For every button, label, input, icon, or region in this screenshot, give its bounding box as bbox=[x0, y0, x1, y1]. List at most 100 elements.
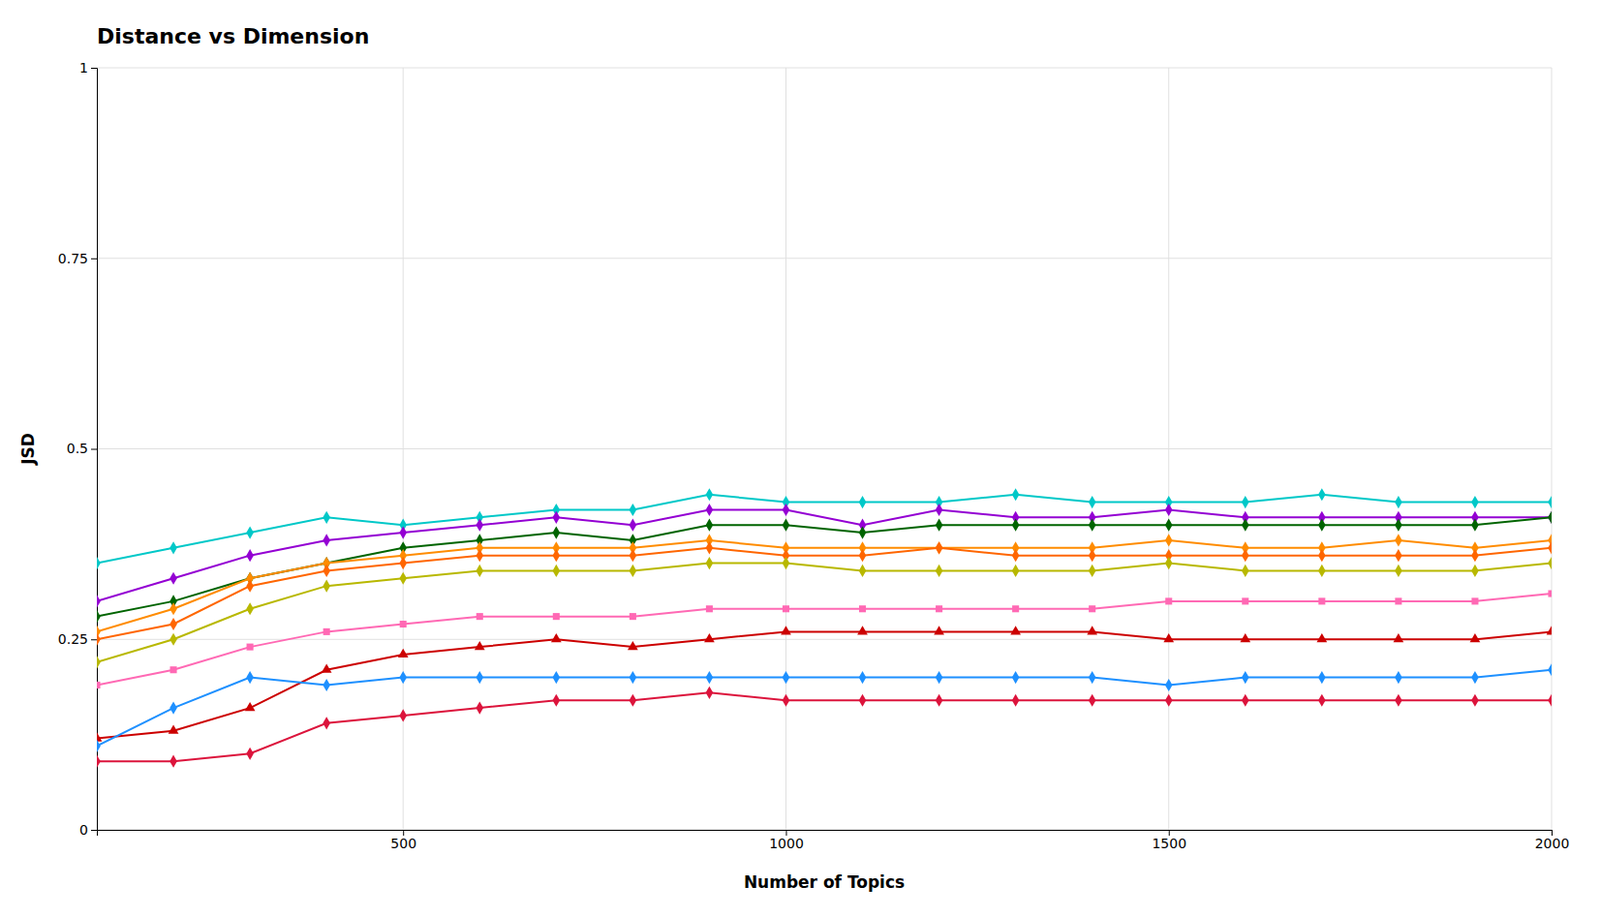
tick-mark bbox=[91, 639, 97, 641]
series bbox=[96, 663, 1552, 753]
tick-label: 0.75 bbox=[58, 250, 89, 267]
marker bbox=[935, 519, 944, 532]
tick-label: 2000 bbox=[1535, 835, 1570, 852]
marker bbox=[629, 564, 638, 578]
marker bbox=[935, 694, 944, 708]
line bbox=[96, 670, 1552, 747]
marker bbox=[1394, 694, 1403, 708]
marker bbox=[1318, 488, 1326, 501]
marker bbox=[935, 671, 944, 684]
marker bbox=[1471, 519, 1479, 532]
tick-label: 0 bbox=[79, 822, 89, 838]
marker bbox=[1012, 488, 1020, 501]
marker bbox=[400, 620, 407, 628]
marker bbox=[1394, 519, 1403, 532]
marker bbox=[246, 602, 254, 616]
marker bbox=[1394, 533, 1403, 547]
tick-mark bbox=[91, 449, 97, 451]
y-axis-title: JSD bbox=[18, 432, 38, 466]
marker bbox=[169, 755, 178, 769]
marker bbox=[782, 556, 791, 570]
marker bbox=[398, 648, 409, 658]
marker bbox=[1088, 519, 1097, 532]
marker bbox=[706, 605, 713, 613]
marker bbox=[322, 716, 331, 730]
marker bbox=[399, 671, 407, 684]
marker bbox=[935, 541, 944, 554]
axis-line bbox=[97, 830, 1553, 837]
marker bbox=[706, 541, 714, 554]
marker bbox=[475, 671, 484, 684]
marker bbox=[1165, 519, 1173, 532]
marker bbox=[399, 525, 407, 539]
marker bbox=[1088, 605, 1096, 613]
marker bbox=[1088, 564, 1097, 578]
marker bbox=[322, 580, 331, 593]
marker bbox=[475, 564, 484, 578]
title: Distance vs Dimension bbox=[96, 24, 370, 49]
marker bbox=[323, 628, 331, 636]
marks bbox=[96, 488, 1552, 769]
tick: 2000 bbox=[1535, 830, 1570, 852]
marker bbox=[169, 633, 178, 647]
marker bbox=[859, 694, 867, 708]
marker bbox=[399, 572, 407, 585]
tick: 0.5 bbox=[66, 440, 97, 457]
marker bbox=[935, 541, 944, 554]
marker bbox=[1241, 564, 1250, 578]
marker bbox=[1471, 549, 1479, 562]
marker bbox=[1165, 503, 1173, 517]
grid-line bbox=[96, 67, 1552, 69]
tick: 500 bbox=[390, 830, 417, 852]
marker bbox=[782, 519, 791, 532]
marker bbox=[1393, 633, 1405, 643]
marker bbox=[1470, 633, 1481, 643]
marker bbox=[1318, 694, 1326, 708]
grid-line bbox=[96, 448, 1552, 450]
marker bbox=[1394, 549, 1403, 562]
marker bbox=[553, 694, 561, 708]
marker bbox=[553, 564, 561, 578]
marker bbox=[1088, 549, 1097, 562]
marker bbox=[782, 503, 791, 517]
grid-line bbox=[96, 257, 1552, 259]
y-axis: 00.250.50.751 bbox=[58, 60, 98, 838]
marker bbox=[553, 549, 561, 562]
marker bbox=[933, 625, 945, 635]
marker bbox=[245, 702, 256, 711]
tick: 1500 bbox=[1151, 830, 1187, 852]
marker bbox=[1471, 694, 1479, 708]
marker bbox=[96, 755, 101, 769]
marker bbox=[1318, 671, 1326, 684]
marker bbox=[859, 605, 866, 613]
marker bbox=[1165, 694, 1173, 708]
marker bbox=[1088, 495, 1097, 509]
tick: 0.25 bbox=[58, 631, 97, 647]
marker bbox=[246, 525, 254, 539]
series bbox=[96, 556, 1552, 669]
marker bbox=[476, 613, 484, 620]
line bbox=[96, 540, 1552, 632]
marker bbox=[629, 503, 638, 517]
tick-label: 0.25 bbox=[58, 631, 89, 647]
marker bbox=[1239, 633, 1251, 643]
marker bbox=[857, 625, 868, 635]
marker bbox=[1241, 694, 1250, 708]
marker bbox=[1318, 519, 1326, 532]
marker bbox=[1012, 549, 1020, 562]
marker bbox=[1394, 597, 1402, 605]
marker bbox=[1165, 533, 1173, 547]
tick-label: 500 bbox=[390, 835, 417, 852]
marker bbox=[1318, 597, 1325, 605]
marker bbox=[1241, 597, 1249, 605]
marker bbox=[475, 519, 484, 532]
marker bbox=[1012, 694, 1020, 708]
line bbox=[96, 563, 1552, 663]
marker bbox=[96, 655, 101, 669]
marker bbox=[246, 747, 254, 761]
marker bbox=[1547, 541, 1552, 554]
marker bbox=[1088, 671, 1097, 684]
marker bbox=[706, 488, 714, 501]
marker bbox=[629, 694, 638, 708]
marker bbox=[1165, 597, 1172, 605]
